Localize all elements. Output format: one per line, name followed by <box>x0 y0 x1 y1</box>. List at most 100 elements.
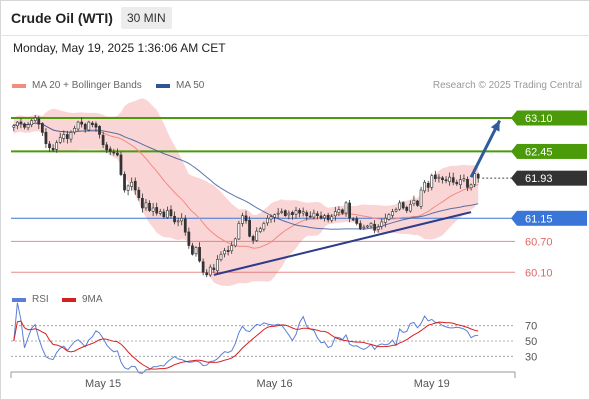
level-label-61.15: 61.15 <box>525 213 553 225</box>
candle-body-108 <box>398 202 401 210</box>
candle-body-88 <box>326 214 330 221</box>
candle-body-50 <box>191 245 194 255</box>
legend-ma50: MA 50 <box>156 80 204 91</box>
candle-body-59 <box>223 250 226 255</box>
legend-ma20: MA 20 + Bollinger Bands <box>12 80 142 91</box>
candle-body-106 <box>391 211 394 216</box>
level-label-62.45: 62.45 <box>525 146 553 158</box>
candle-body-74 <box>276 212 280 215</box>
level-tag-bg-62.45 <box>517 143 587 159</box>
candle-body-122 <box>448 176 452 182</box>
candle-body-126 <box>462 178 466 181</box>
level-label-63.10: 63.10 <box>525 113 553 125</box>
candle-body-76 <box>283 210 287 217</box>
candle-body-109 <box>401 202 405 209</box>
candle-body-115 <box>423 181 426 192</box>
ma50-line <box>13 122 479 230</box>
level-tag-pointer-62.45 <box>511 143 517 159</box>
candle-body-51 <box>194 247 198 255</box>
candle-body-79 <box>294 210 298 215</box>
header: Crude Oil (WTI) 30 MIN <box>0 0 590 36</box>
candle-body-15 <box>66 134 69 139</box>
candle-body-11 <box>51 147 55 151</box>
candle-body-42 <box>162 211 166 218</box>
candle-body-40 <box>155 207 159 214</box>
legend-rsi: RSI <box>12 294 49 305</box>
x-tick-may-15: May 15 <box>85 378 121 390</box>
candle-body-52 <box>198 246 201 262</box>
rsi-label: RSI <box>32 294 49 305</box>
candle-body-45 <box>173 215 176 223</box>
candle-body-3 <box>23 123 26 128</box>
candle-body-13 <box>58 137 62 143</box>
rsi-swatch <box>12 297 26 302</box>
candle-body-61 <box>230 245 234 252</box>
candle-body-62 <box>233 238 237 247</box>
candle-body-96 <box>355 218 359 224</box>
candle-body-110 <box>405 206 409 211</box>
candle-body-1 <box>15 121 19 127</box>
candle-body-112 <box>412 199 416 205</box>
candle-body-73 <box>273 214 276 218</box>
candle-body-77 <box>287 212 291 216</box>
candle-body-98 <box>362 226 366 229</box>
candle-body-90 <box>333 211 337 217</box>
candle-body-117 <box>430 175 434 188</box>
candle-body-27 <box>108 148 112 152</box>
candle-body-4 <box>26 124 30 129</box>
candle-body-89 <box>330 216 334 221</box>
candle-body-69 <box>258 228 262 232</box>
candle-body-87 <box>323 215 326 219</box>
ma20-label: MA 20 + Bollinger Bands <box>32 80 142 91</box>
candle-body-33 <box>130 181 134 187</box>
level-tag-bg-61.93 <box>517 170 587 186</box>
candle-body-9 <box>44 131 48 145</box>
level-label-60.70: 60.70 <box>525 236 553 248</box>
candle-body-66 <box>248 219 251 237</box>
candle-body-57 <box>216 259 219 271</box>
candle-body-125 <box>458 179 462 186</box>
research-credit: Research © 2025 Trading Central <box>432 80 582 91</box>
rsi-ma-label: 9MA <box>82 294 103 305</box>
candle-body-36 <box>141 197 144 209</box>
candle-body-93 <box>344 202 348 214</box>
candle-body-46 <box>176 220 180 223</box>
candle-body-21 <box>87 121 91 131</box>
candle-body-55 <box>208 266 212 276</box>
candle-body-6 <box>33 117 37 121</box>
candle-body-82 <box>305 212 309 217</box>
rsi-tick-30: 30 <box>525 351 537 363</box>
candle-body-94 <box>348 202 351 219</box>
candle-body-83 <box>308 215 312 218</box>
candle-body-116 <box>426 182 430 188</box>
candle-body-56 <box>212 267 216 271</box>
candle-body-102 <box>376 226 380 230</box>
candle-body-47 <box>180 217 184 222</box>
candle-body-37 <box>144 202 148 209</box>
forecast-arrow-shaft <box>469 119 501 178</box>
candle-body-38 <box>148 202 151 211</box>
forecast-arrow-head <box>490 120 500 132</box>
candle-body-81 <box>301 211 305 214</box>
candle-body-35 <box>137 189 141 199</box>
candle-body-75 <box>280 211 284 213</box>
candle-body-119 <box>437 176 441 179</box>
candle-body-68 <box>255 230 259 241</box>
ma20-swatch <box>12 83 26 88</box>
candle-body-104 <box>383 217 387 223</box>
candle-body-29 <box>116 152 119 156</box>
candle-body-114 <box>419 189 423 207</box>
candle-body-18 <box>76 121 80 130</box>
candle-body-17 <box>73 127 76 133</box>
candle-body-25 <box>101 134 105 146</box>
timeframe-badge[interactable]: 30 MIN <box>121 7 172 29</box>
candle-body-107 <box>394 209 398 212</box>
candle-body-100 <box>369 223 373 227</box>
candle-body-26 <box>105 144 109 151</box>
candle-body-24 <box>98 125 101 135</box>
level-tag-bg-63.10 <box>517 110 587 126</box>
candle-body-32 <box>126 185 130 191</box>
candle-body-127 <box>466 178 469 188</box>
level-label-61.93: 61.93 <box>525 173 553 185</box>
candle-body-72 <box>269 216 273 220</box>
